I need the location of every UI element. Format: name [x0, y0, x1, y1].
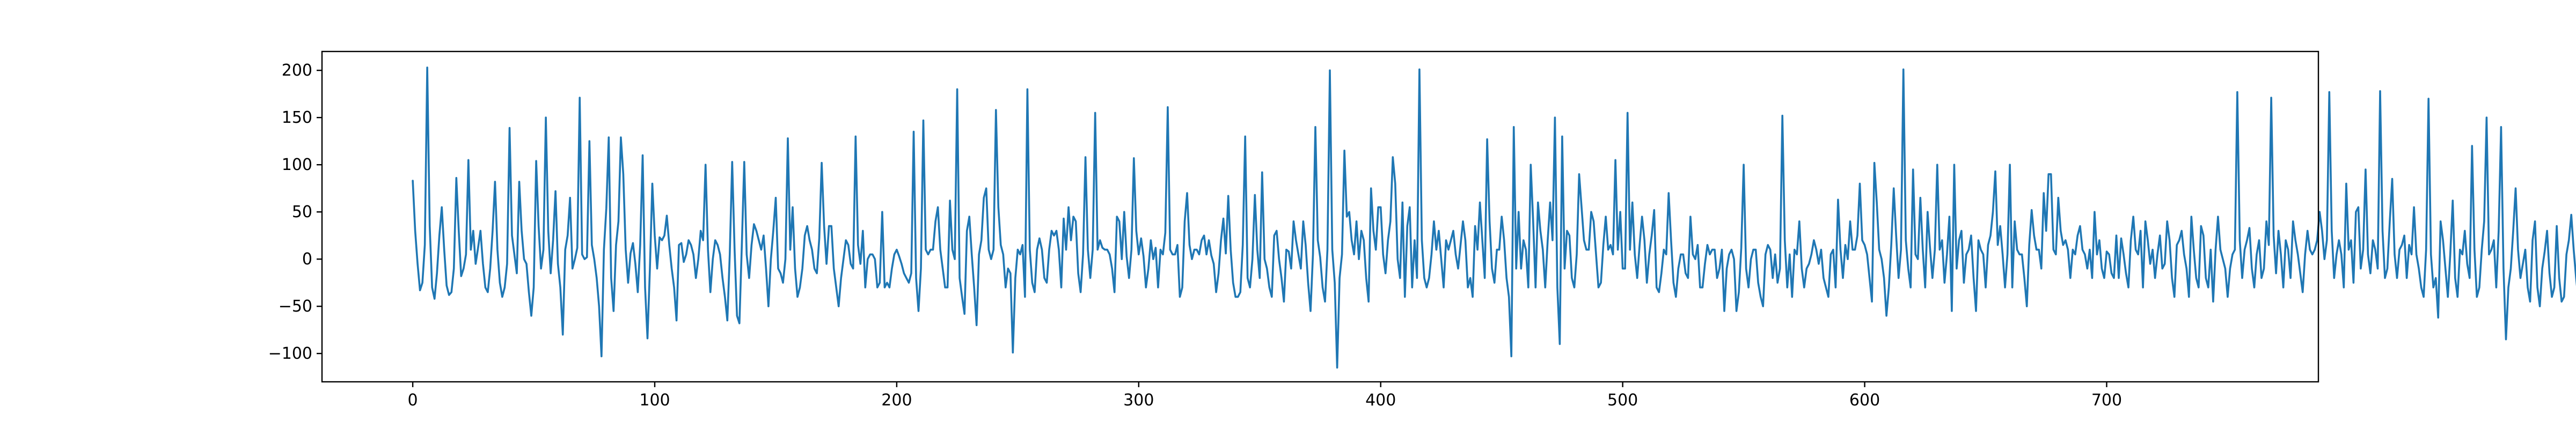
plot-area — [322, 51, 2318, 382]
series-line — [412, 66, 2576, 369]
x-tick-label: 700 — [2091, 391, 2122, 410]
x-tick-label: 100 — [639, 391, 670, 410]
x-tick-label: 300 — [1123, 391, 1154, 410]
y-tick-label: 150 — [282, 108, 312, 127]
x-tick-label: 600 — [1849, 391, 1880, 410]
y-tick-label: 100 — [282, 156, 312, 174]
y-tick-label: −50 — [279, 297, 312, 316]
y-axis: −100 −50 0 50 100 150 200 — [268, 61, 322, 363]
x-tick-label: 0 — [408, 391, 418, 410]
x-tick-label: 500 — [1607, 391, 1638, 410]
y-tick-label: 50 — [292, 203, 312, 221]
y-tick-label: −100 — [268, 344, 312, 363]
x-tick-label: 200 — [881, 391, 912, 410]
y-tick-label: 0 — [302, 250, 312, 269]
x-tick-label: 400 — [1365, 391, 1396, 410]
x-axis: 0 100 200 300 400 500 600 700 — [408, 382, 2122, 410]
y-tick-label: 200 — [282, 61, 312, 80]
axes-frame — [321, 50, 2319, 383]
